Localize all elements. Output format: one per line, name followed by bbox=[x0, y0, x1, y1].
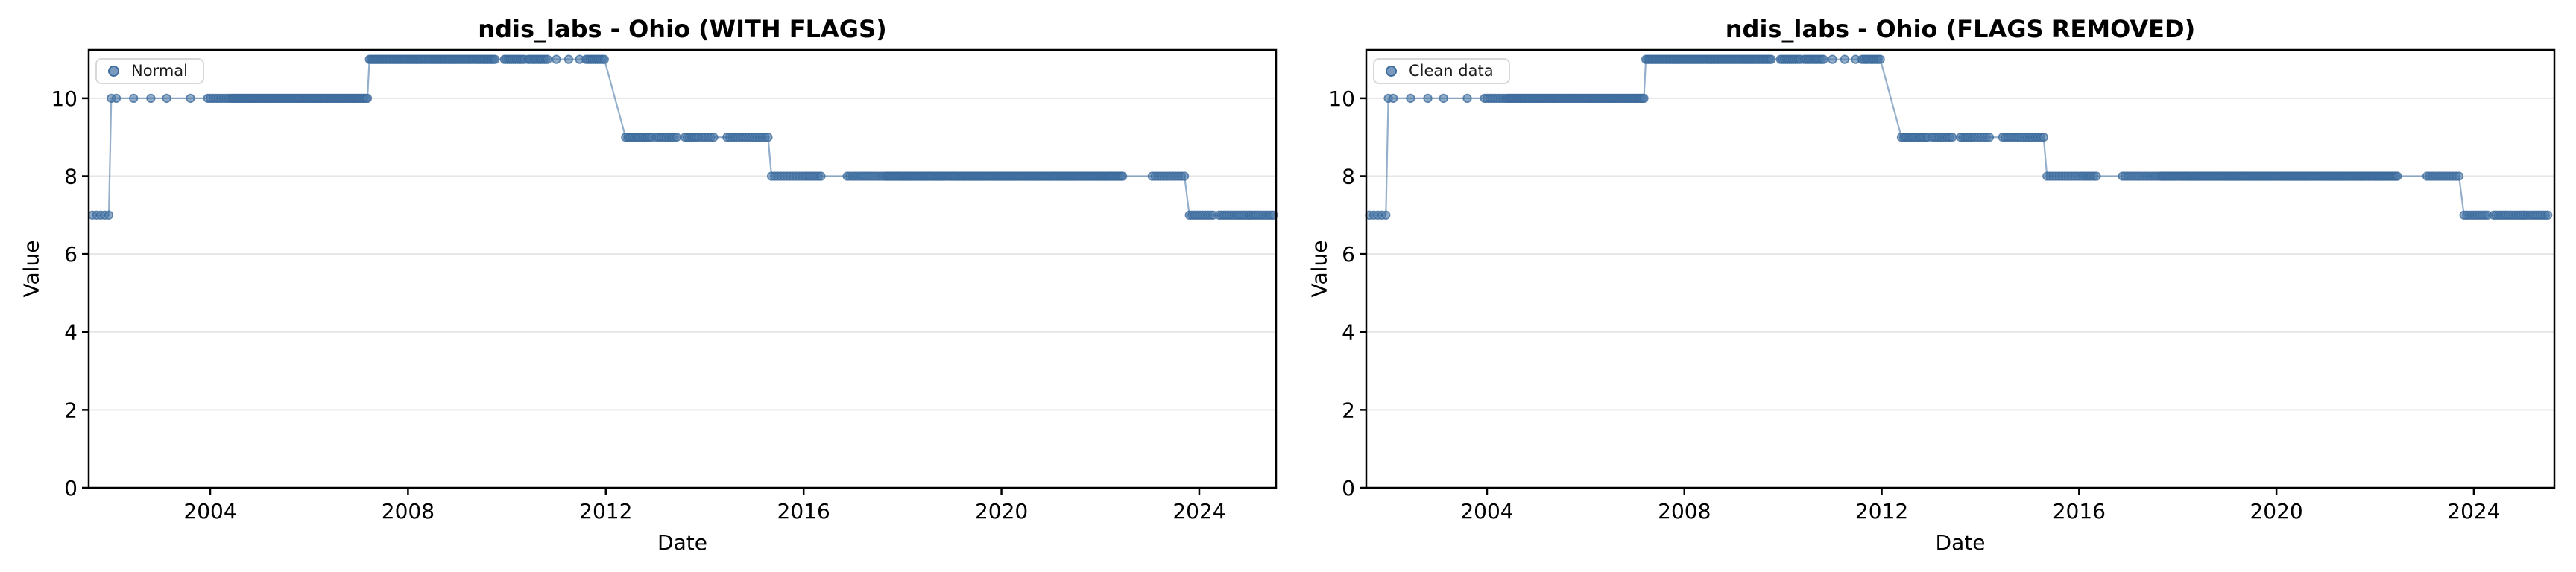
svg-text:6: 6 bbox=[64, 242, 78, 267]
svg-text:8: 8 bbox=[64, 164, 78, 188]
plot-area-flags-removed: 2004 2008 2012 2016 2020 2024 0 2 4 6 8 10 bbox=[1328, 48, 2556, 524]
svg-text:2004: 2004 bbox=[1460, 499, 1513, 524]
y-axis-label: Value bbox=[1307, 240, 1332, 298]
plot-area-with-flags: 2004 2008 2012 2016 2020 2024 0 2 4 6 8 10 bbox=[51, 48, 1278, 524]
svg-text:2012: 2012 bbox=[1855, 499, 1908, 524]
svg-text:2016: 2016 bbox=[2053, 499, 2106, 524]
chart-title: ndis_labs - Ohio (WITH FLAGS) bbox=[478, 15, 887, 43]
legend: Clean data bbox=[1373, 58, 1510, 84]
legend: Normal bbox=[95, 58, 204, 84]
svg-text:4: 4 bbox=[64, 320, 78, 345]
svg-text:2008: 2008 bbox=[382, 499, 435, 524]
svg-text:0: 0 bbox=[64, 476, 78, 500]
svg-text:2012: 2012 bbox=[579, 499, 632, 524]
svg-text:10: 10 bbox=[1328, 86, 1355, 111]
chart-with-flags: 2004 2008 2012 2016 2020 2024 0 2 4 6 8 10 ndis_lab… bbox=[19, 15, 1278, 555]
x-axis-label: Date bbox=[657, 530, 707, 555]
svg-text:2020: 2020 bbox=[975, 499, 1028, 524]
svg-text:2: 2 bbox=[64, 398, 78, 422]
x-axis-label: Date bbox=[1935, 530, 1986, 555]
svg-text:2: 2 bbox=[1342, 398, 1355, 422]
svg-text:2004: 2004 bbox=[183, 499, 236, 524]
svg-text:10: 10 bbox=[51, 86, 78, 111]
svg-text:4: 4 bbox=[1342, 320, 1355, 345]
chart-title: ndis_labs - Ohio (FLAGS REMOVED) bbox=[1725, 15, 2196, 43]
chart-flags-removed: 2004 2008 2012 2016 2020 2024 0 2 4 6 8 10 ndis_lab… bbox=[1288, 0, 2576, 572]
svg-text:2020: 2020 bbox=[2250, 499, 2302, 524]
legend-label: Clean data bbox=[1409, 62, 1494, 80]
svg-text:2024: 2024 bbox=[2447, 499, 2500, 524]
svg-text:0: 0 bbox=[1342, 476, 1355, 500]
legend-label: Normal bbox=[131, 62, 188, 80]
y-axis-label: Value bbox=[19, 240, 44, 298]
svg-text:2024: 2024 bbox=[1172, 499, 1225, 524]
svg-text:6: 6 bbox=[1342, 242, 1355, 267]
scatter-marker-icon bbox=[108, 65, 119, 77]
scatter-marker-icon bbox=[1386, 65, 1397, 77]
svg-text:8: 8 bbox=[1342, 164, 1355, 188]
svg-text:2016: 2016 bbox=[777, 499, 830, 524]
svg-text:2008: 2008 bbox=[1658, 499, 1711, 524]
